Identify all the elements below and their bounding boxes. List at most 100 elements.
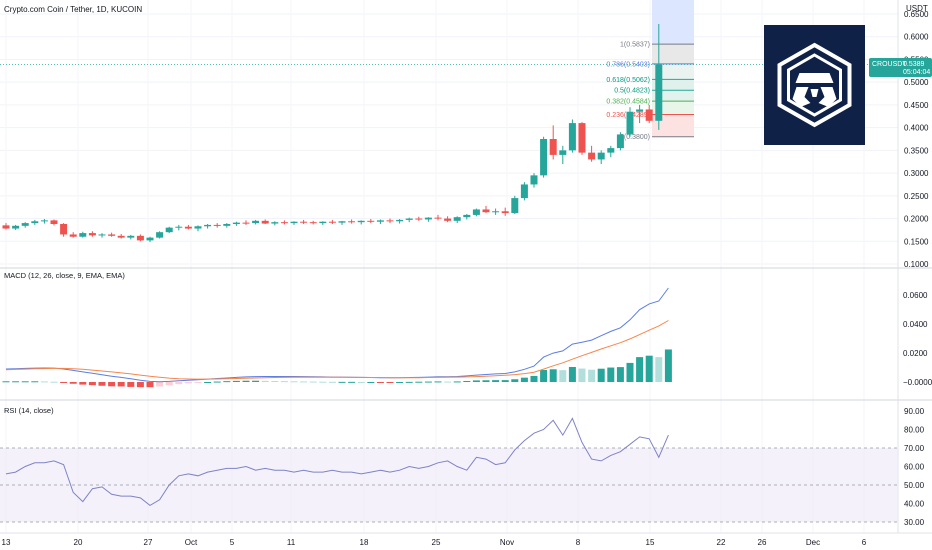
rsi-axis: 90.00 80.00 70.00 60.00 50.00 40.00 30.00 [904,407,925,527]
candle-body [300,221,308,223]
candle-body [223,224,231,226]
macd-axis: 0.0600 0.0400 0.0200 −0.0000 [903,291,932,387]
candle-body [376,220,384,222]
macd-histogram-bar [348,381,356,383]
candle-body [319,221,327,224]
macd-histogram-bar [88,382,96,386]
fib-level-label: 1(0.5837) [620,42,650,49]
candle-body [559,150,567,155]
macd-histogram-bar [530,375,538,382]
candle-body [607,148,615,153]
time-tick-label: 18 [360,538,369,547]
panes [0,0,932,534]
macd-histogram-bar [165,382,173,386]
candle-body [463,214,471,218]
candle-body [21,223,29,226]
macd-histogram-bar [117,382,125,387]
time-axis[interactable]: 13 20 27 Oct 5 11 18 25 Nov 8 15 22 26 Dec 6 [2,538,867,547]
candle-body [165,227,173,233]
price-tag-countdown: 05:04:04 [903,69,930,76]
candle-body [396,219,404,222]
logo-emblem [777,42,852,128]
candle-body [645,109,653,121]
macd-histogram-bar [213,381,221,383]
candle-body [184,226,192,229]
price-tag: CROUSDT 0.5389 05:04:04 [869,58,932,77]
candle-body [626,111,634,135]
candle-body [127,235,135,238]
candles [2,24,663,243]
candle-body [232,222,240,224]
price-tick-label: 0.5000 [904,78,929,87]
candle-body [40,220,48,222]
candle-body [146,237,154,241]
price-tick-label: 0.4000 [904,124,929,133]
macd-histogram-bar [2,381,10,383]
fib-level-label: 0.5(0.4823) [614,88,650,95]
candle-body [242,222,250,224]
candle-body [290,221,298,224]
candle-body [415,218,423,220]
price-axis[interactable]: 0.65000.60000.55000.50000.45000.40000.35… [904,10,929,269]
time-tick-label: 11 [287,538,296,547]
macd-histogram-bar [194,382,202,383]
macd-histogram-bar [655,357,663,382]
rsi-tick-label: 90.00 [904,407,925,416]
candle-body [492,211,500,213]
time-tick-label: Oct [185,538,198,547]
macd-histogram-bar [136,382,144,388]
rsi-tick-label: 70.00 [904,444,925,453]
macd-histogram-bar [396,382,404,383]
price-tick-label: 0.6500 [904,10,929,19]
macd-tick-label: 0.0400 [903,320,928,329]
time-tick-label: 6 [862,538,867,547]
macd-histogram-bar [463,380,471,382]
candle-body [424,217,432,220]
price-tick-label: 0.2000 [904,215,929,224]
candle-body [79,233,87,237]
macd-histogram-bar [50,381,58,383]
fib-zone [652,44,694,64]
fibonacci-retracement[interactable]: 1(0.5837) 0.786(0.5403) 0.618(0.5062) 0.5(0… [0,42,898,142]
candle-body [175,226,183,228]
macd-histogram-bar [578,368,586,382]
price-tag-symbol: CROUSDT [872,61,907,68]
rsi-label: RSI (14, close) [4,406,54,415]
candle-body [88,233,96,236]
macd-histogram-bar [415,381,423,383]
price-tag-price: 0.5389 [903,61,925,68]
macd-histogram-bar [108,382,116,387]
time-tick-label: 5 [230,538,235,547]
candle-body [616,134,624,149]
candle-body [405,218,413,220]
rsi-tick-label: 50.00 [904,481,925,490]
macd-histogram-bar [60,382,68,383]
macd-histogram-bar [444,381,452,383]
candle-body [50,220,58,224]
macd-histogram-bar [626,362,634,382]
time-tick-label: Nov [500,538,514,547]
candle-body [501,211,509,214]
macd-histogram-bar [597,368,605,382]
price-tick-label: 0.2500 [904,192,929,201]
macd-histogram-bar [357,382,365,383]
fib-zone [652,101,694,115]
macd-histogram-bar [434,381,442,383]
candle-body [328,221,336,223]
rsi-tick-label: 30.00 [904,518,925,527]
macd-histogram-bar [280,381,288,383]
candle-body [578,123,586,153]
macd-histogram-bar [21,381,29,383]
candle-body [588,152,596,160]
time-tick-label: 8 [576,538,581,547]
macd-histogram-bar [261,380,269,382]
candle-body [117,235,125,238]
rsi-line [5,417,669,507]
macd-histogram-bar [367,382,375,383]
fib-zone [652,79,694,91]
time-tick-label: 20 [74,538,83,547]
macd-histogram-bar [204,382,212,383]
price-tick-label: 0.3000 [904,169,929,178]
price-tick-label: 0.1000 [904,260,929,269]
time-tick-label: 25 [432,538,441,547]
